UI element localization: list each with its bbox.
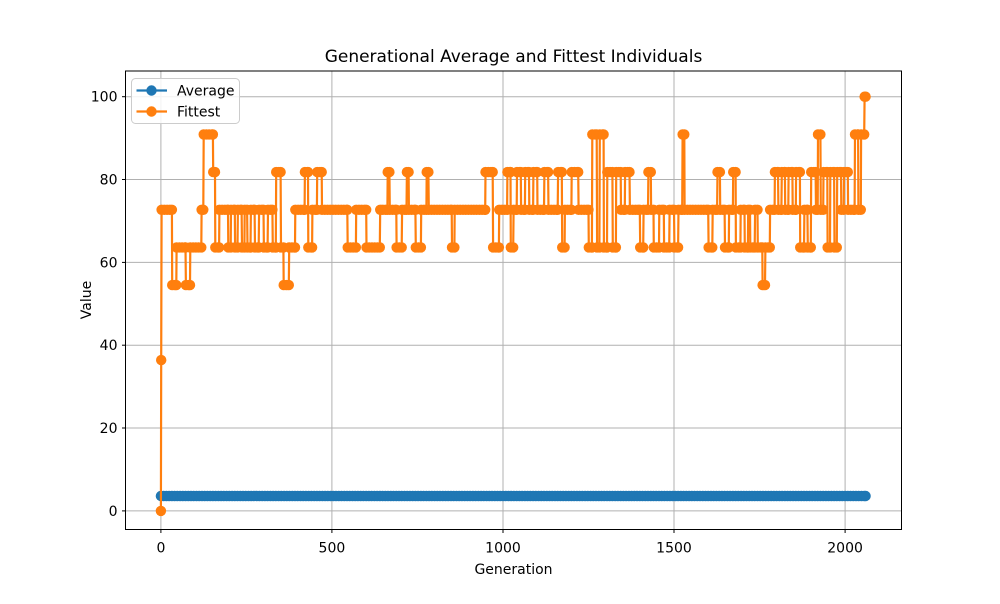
y-tick-label: 60 [100, 255, 118, 271]
fittest-marker [638, 242, 649, 253]
legend: Average Fittest [131, 78, 240, 124]
fittest-marker [415, 242, 427, 253]
fittest-marker [207, 129, 219, 140]
y-axis-label: Value [79, 281, 95, 319]
fittest-marker [480, 204, 491, 215]
fittest-marker [679, 129, 690, 140]
fittest-marker [542, 166, 554, 178]
fittest-line [159, 95, 866, 511]
fittest-marker [860, 91, 871, 102]
fittest-marker [855, 204, 866, 215]
fittest-marker [810, 166, 821, 178]
y-tick-label: 100 [91, 90, 118, 106]
x-tick-label: 500 [319, 541, 346, 557]
y-tick-label: 0 [109, 504, 118, 520]
fittest-marker [493, 242, 505, 253]
axis-tick-labels: 0 500 1000 1500 2000 0 20 40 60 80 100 [91, 90, 863, 557]
fittest-marker [752, 204, 763, 215]
fittest-marker [403, 166, 414, 178]
fittest-marker [794, 166, 806, 178]
fittest-marker [802, 204, 813, 215]
fittest-marker [672, 242, 684, 253]
fittest-marker [275, 166, 286, 178]
fittest-marker [842, 166, 853, 178]
fittest-marker [831, 242, 842, 253]
x-tick-label: 1000 [485, 541, 521, 557]
fittest-marker [316, 166, 327, 178]
fittest-marker [645, 166, 656, 178]
average-series [155, 490, 871, 502]
axis-ticks [122, 96, 846, 533]
x-tick-label: 2000 [827, 541, 863, 557]
chart-title: Generational Average and Fittest Individ… [325, 47, 703, 67]
fittest-marker [384, 166, 395, 178]
fittest-marker [818, 204, 829, 215]
fittest-marker [302, 166, 314, 178]
fittest-marker [859, 129, 870, 140]
fittest-marker [532, 166, 543, 178]
y-tick-label: 40 [100, 338, 118, 354]
fittest-marker [566, 204, 577, 215]
legend-average-marker-icon [146, 85, 157, 96]
fittest-marker [299, 204, 310, 215]
fittest-marker [556, 166, 567, 178]
x-tick-label: 0 [156, 541, 165, 557]
fittest-marker [283, 279, 294, 291]
fittest-marker [396, 242, 407, 253]
fittest-marker [155, 505, 167, 517]
y-tick-label: 80 [100, 173, 118, 189]
fittest-marker [790, 204, 801, 215]
fittest-marker [583, 204, 594, 215]
fittest-marker [573, 166, 584, 178]
fittest-marker [374, 242, 385, 253]
y-tick-label: 20 [100, 421, 118, 437]
fittest-marker [171, 279, 182, 291]
average-marker [860, 490, 871, 502]
fittest-marker [552, 204, 563, 215]
fittest-marker [714, 166, 726, 178]
fittest-marker [759, 279, 771, 291]
legend-average-label: Average [177, 84, 235, 100]
fittest-marker [184, 279, 196, 291]
fittest-marker [487, 166, 498, 178]
fittest-marker [707, 242, 718, 253]
legend-fittest-label: Fittest [177, 105, 221, 121]
fittest-marker [350, 242, 362, 253]
fittest-marker [289, 242, 301, 253]
fittest-marker [610, 242, 622, 253]
fittest-marker [209, 166, 221, 178]
x-axis-label: Generation [474, 562, 552, 578]
fittest-marker [508, 242, 519, 253]
fittest-marker [166, 204, 178, 215]
fittest-marker [306, 242, 318, 253]
fittest-marker [156, 354, 167, 366]
fittest-marker [423, 166, 434, 178]
fittest-marker [624, 166, 635, 178]
fittest-marker [342, 204, 353, 215]
grid [125, 71, 902, 530]
fittest-marker [449, 242, 460, 253]
fittest-marker [815, 129, 826, 140]
fittest-marker [598, 129, 609, 140]
x-tick-label: 1500 [656, 541, 692, 557]
plot-area [125, 70, 902, 530]
fittest-marker [361, 204, 372, 215]
fittest-marker [267, 204, 278, 215]
fittest-marker [559, 242, 570, 253]
fittest-marker [805, 242, 816, 253]
fittest-marker [764, 242, 775, 253]
legend-fittest-marker-icon [146, 106, 157, 117]
fittest-marker [213, 242, 225, 253]
fittest-marker [730, 166, 741, 178]
fittest-series [155, 91, 871, 517]
series-layer [155, 91, 871, 517]
fittest-marker [198, 204, 209, 215]
fittest-marker [196, 242, 207, 253]
fittest-marker [727, 204, 739, 215]
